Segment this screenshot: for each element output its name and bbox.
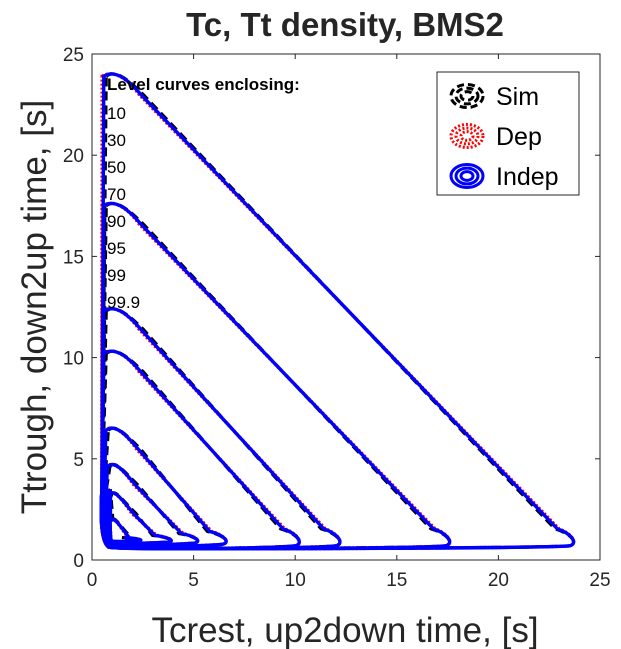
level-annotation: Level curves enclosing: 10 30 50 70 90 95 99 99… (107, 75, 300, 312)
legend: Sim Dep Indep (436, 71, 580, 196)
contour-lines (99, 72, 576, 551)
x-axis-label: Tcrest, up2down time, [s] (151, 611, 538, 649)
legend-swatch-indep (449, 162, 485, 190)
legend-swatch-sim (459, 90, 475, 102)
legend-swatch-indep (454, 166, 480, 186)
y-axis-ticks: 0 5 10 15 20 25 (63, 45, 600, 572)
x-tick-label: 10 (285, 570, 306, 591)
x-tick-label: 20 (488, 570, 509, 591)
legend-label-indep: Indep (496, 163, 559, 191)
x-tick-label: 25 (589, 570, 610, 591)
legend-label-dep: Dep (496, 123, 542, 151)
indep-contour-50 (104, 462, 200, 547)
level-label-95: 95 (107, 239, 126, 258)
indep-contour-70 (102, 426, 228, 549)
level-label-90: 90 (107, 212, 126, 231)
level-label-30: 30 (107, 131, 126, 150)
legend-label-sim: Sim (496, 83, 539, 111)
level-label-99-9: 99.9 (107, 293, 140, 312)
x-axis-ticks: 0 5 10 15 20 25 (87, 54, 611, 591)
level-label-10: 10 (107, 104, 126, 123)
legend-swatch-indep (459, 170, 475, 182)
y-tick-label: 25 (63, 45, 84, 66)
y-tick-label: 5 (73, 450, 84, 471)
legend-swatch-dep (454, 126, 480, 146)
y-tick-label: 20 (63, 146, 84, 167)
x-tick-label: 0 (87, 570, 98, 591)
y-tick-label: 10 (63, 349, 84, 370)
legend-swatch-sim (454, 86, 480, 106)
y-axis-label: Ttrough, down2up time, [s] (15, 100, 54, 514)
y-tick-label: 0 (73, 551, 84, 572)
x-tick-label: 15 (386, 570, 407, 591)
level-label-99: 99 (107, 266, 126, 285)
legend-swatch-dep (449, 122, 485, 150)
level-label-70: 70 (107, 185, 126, 204)
indep-contour-10 (108, 489, 143, 544)
indep-contour-99-9 (99, 72, 576, 551)
level-label-50: 50 (107, 158, 126, 177)
level-annotation-heading: Level curves enclosing: (107, 75, 300, 94)
legend-swatch-sim (449, 82, 485, 110)
legend-swatch-dep (459, 130, 475, 142)
chart-title: Tc, Tt density, BMS2 (186, 6, 504, 43)
x-tick-label: 5 (188, 570, 199, 591)
y-tick-label: 15 (63, 247, 84, 268)
indep-contour-30 (106, 488, 173, 546)
